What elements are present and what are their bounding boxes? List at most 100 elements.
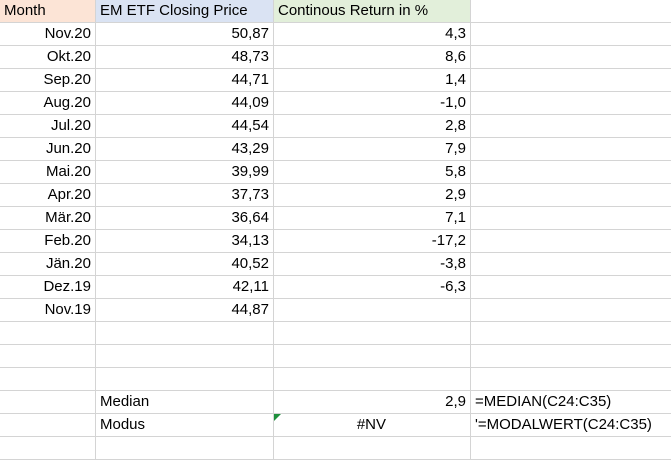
month-cell[interactable]: Jän.20 [0, 253, 96, 276]
table-row: Mär.20 36,64 7,1 [0, 207, 671, 230]
month-cell[interactable]: Jun.20 [0, 138, 96, 161]
table-row: Jun.20 43,29 7,9 [0, 138, 671, 161]
empty-cell[interactable] [471, 437, 671, 460]
table-row: Okt.20 48,73 8,6 [0, 46, 671, 69]
return-cell[interactable]: 2,8 [274, 115, 471, 138]
header-month-cell[interactable]: Month [0, 0, 96, 23]
empty-cell[interactable] [96, 345, 274, 368]
price-cell[interactable]: 50,87 [96, 23, 274, 46]
month-cell[interactable]: Okt.20 [0, 46, 96, 69]
return-cell[interactable]: -17,2 [274, 230, 471, 253]
table-row: Mai.20 39,99 5,8 [0, 161, 671, 184]
header-return-cell[interactable]: Continous Return in % [274, 0, 471, 23]
month-cell[interactable]: Jul.20 [0, 115, 96, 138]
median-value-cell[interactable]: 2,9 [274, 391, 471, 414]
table-row: Nov.19 44,87 [0, 299, 671, 322]
empty-cell[interactable] [471, 230, 671, 253]
empty-cell[interactable] [471, 138, 671, 161]
month-cell[interactable]: Sep.20 [0, 69, 96, 92]
empty-cell[interactable] [471, 345, 671, 368]
return-cell[interactable]: 7,9 [274, 138, 471, 161]
month-cell[interactable]: Feb.20 [0, 230, 96, 253]
empty-cell[interactable] [471, 253, 671, 276]
month-cell[interactable]: Mai.20 [0, 161, 96, 184]
empty-cell[interactable] [274, 345, 471, 368]
return-cell[interactable] [274, 299, 471, 322]
empty-cell[interactable] [471, 23, 671, 46]
empty-cell[interactable] [471, 69, 671, 92]
empty-cell[interactable] [471, 0, 671, 23]
return-cell[interactable]: 1,4 [274, 69, 471, 92]
empty-row [0, 345, 671, 368]
month-cell[interactable]: Nov.19 [0, 299, 96, 322]
price-cell[interactable]: 40,52 [96, 253, 274, 276]
empty-cell[interactable] [0, 368, 96, 391]
error-indicator-icon [274, 414, 281, 421]
return-cell[interactable]: 7,1 [274, 207, 471, 230]
return-cell[interactable]: -3,8 [274, 253, 471, 276]
price-cell[interactable]: 44,71 [96, 69, 274, 92]
empty-cell[interactable] [471, 276, 671, 299]
empty-cell[interactable] [471, 115, 671, 138]
empty-cell[interactable] [274, 368, 471, 391]
table-row: Nov.20 50,87 4,3 [0, 23, 671, 46]
median-label-cell[interactable]: Median [96, 391, 274, 414]
empty-cell[interactable] [471, 161, 671, 184]
empty-cell[interactable] [274, 437, 471, 460]
empty-cell[interactable] [0, 414, 96, 437]
return-cell[interactable]: 8,6 [274, 46, 471, 69]
price-cell[interactable]: 42,11 [96, 276, 274, 299]
price-cell[interactable]: 43,29 [96, 138, 274, 161]
price-cell[interactable]: 36,64 [96, 207, 274, 230]
empty-cell[interactable] [274, 322, 471, 345]
empty-cell[interactable] [0, 391, 96, 414]
table-row: Dez.19 42,11 -6,3 [0, 276, 671, 299]
header-price-cell[interactable]: EM ETF Closing Price [96, 0, 274, 23]
empty-cell[interactable] [471, 299, 671, 322]
modus-row: Modus #NV '=MODALWERT(C24:C35) [0, 414, 671, 437]
table-row: Apr.20 37,73 2,9 [0, 184, 671, 207]
empty-cell[interactable] [471, 322, 671, 345]
table-row: Jul.20 44,54 2,8 [0, 115, 671, 138]
empty-cell[interactable] [471, 184, 671, 207]
month-cell[interactable]: Apr.20 [0, 184, 96, 207]
price-cell[interactable]: 39,99 [96, 161, 274, 184]
empty-cell[interactable] [96, 368, 274, 391]
empty-cell[interactable] [471, 368, 671, 391]
month-cell[interactable]: Aug.20 [0, 92, 96, 115]
modus-formula-cell[interactable]: '=MODALWERT(C24:C35) [471, 414, 671, 437]
empty-cell[interactable] [96, 437, 274, 460]
median-row: Median 2,9 =MEDIAN(C24:C35) [0, 391, 671, 414]
table-row: Aug.20 44,09 -1,0 [0, 92, 671, 115]
median-formula-cell[interactable]: =MEDIAN(C24:C35) [471, 391, 671, 414]
return-cell[interactable]: -1,0 [274, 92, 471, 115]
modus-label-cell[interactable]: Modus [96, 414, 274, 437]
modus-value-cell[interactable]: #NV [274, 414, 471, 437]
return-cell[interactable]: 4,3 [274, 23, 471, 46]
price-cell[interactable]: 44,09 [96, 92, 274, 115]
return-cell[interactable]: 2,9 [274, 184, 471, 207]
table-row: Jän.20 40,52 -3,8 [0, 253, 671, 276]
month-cell[interactable]: Dez.19 [0, 276, 96, 299]
empty-cell[interactable] [471, 92, 671, 115]
price-cell[interactable]: 34,13 [96, 230, 274, 253]
empty-cell[interactable] [0, 437, 96, 460]
price-cell[interactable]: 37,73 [96, 184, 274, 207]
price-cell[interactable]: 44,54 [96, 115, 274, 138]
empty-cell[interactable] [471, 207, 671, 230]
price-cell[interactable]: 48,73 [96, 46, 274, 69]
empty-cell[interactable] [0, 345, 96, 368]
table-row: Feb.20 34,13 -17,2 [0, 230, 671, 253]
empty-row [0, 368, 671, 391]
return-cell[interactable]: 5,8 [274, 161, 471, 184]
empty-row [0, 437, 671, 460]
empty-cell[interactable] [471, 46, 671, 69]
empty-cell[interactable] [96, 322, 274, 345]
month-cell[interactable]: Nov.20 [0, 23, 96, 46]
return-cell[interactable]: -6,3 [274, 276, 471, 299]
empty-row [0, 322, 671, 345]
empty-cell[interactable] [0, 322, 96, 345]
month-cell[interactable]: Mär.20 [0, 207, 96, 230]
price-cell[interactable]: 44,87 [96, 299, 274, 322]
